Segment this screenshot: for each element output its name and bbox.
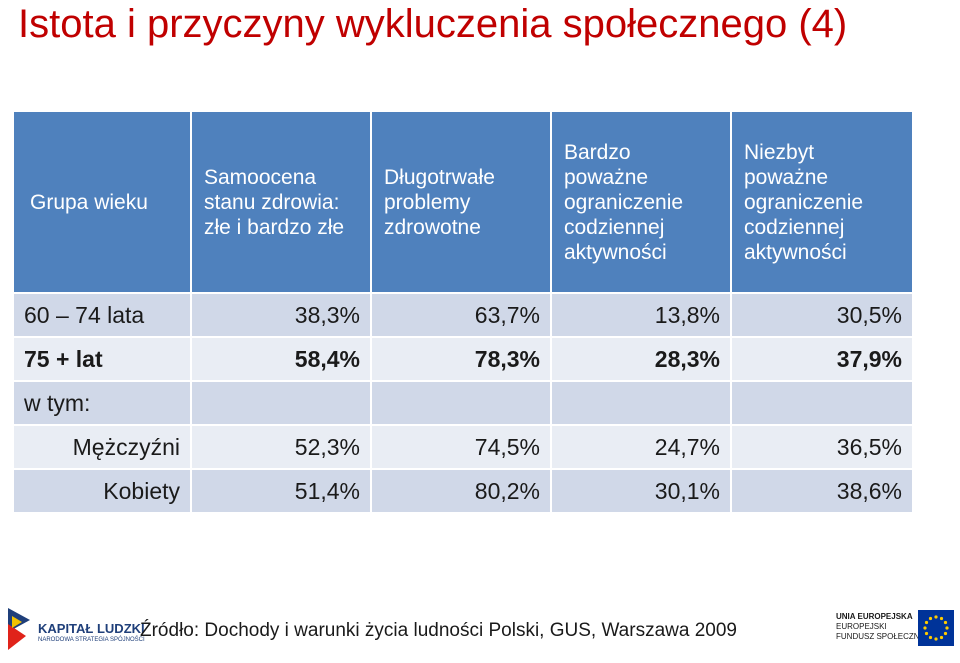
table-header-row: Grupa wieku Samoocena stanu zdrowia: złe…: [14, 112, 912, 292]
row-label: 60 – 74 lata: [14, 294, 190, 336]
table-cell: 80,2%: [372, 470, 550, 512]
table-cell: 78,3%: [372, 338, 550, 380]
eu-line-3: FUNDUSZ SPOŁECZNY: [836, 632, 925, 641]
table-row: 75 + lat 58,4% 78,3% 28,3% 37,9%: [14, 338, 912, 380]
table-cell: 38,6%: [732, 470, 912, 512]
table-cell: 74,5%: [372, 426, 550, 468]
table-row: Kobiety 51,4% 80,2% 30,1% 38,6%: [14, 470, 912, 512]
table-cell: [192, 382, 370, 424]
table-cell: [552, 382, 730, 424]
table-row: w tym:: [14, 382, 912, 424]
row-label: Kobiety: [14, 470, 190, 512]
eu-line-1: UNIA EUROPEJSKA: [836, 612, 913, 621]
eu-logo: UNIA EUROPEJSKA EUROPEJSKI FUNDUSZ SPOŁE…: [832, 606, 956, 652]
page-title: Istota i przyczyny wykluczenia społeczne…: [18, 2, 848, 46]
header-age-group: Grupa wieku: [14, 112, 190, 292]
table-cell: 51,4%: [192, 470, 370, 512]
table-cell: [372, 382, 550, 424]
table-cell: [732, 382, 912, 424]
kapital-ludzki-tagline: NARODOWA STRATEGIA SPÓJNOŚCI: [38, 637, 145, 643]
source-note: Źródło: Dochody i warunki życia ludności…: [140, 620, 737, 641]
kapital-ludzki-name: KAPITAŁ LUDZKI: [38, 621, 145, 636]
table-cell: 28,3%: [552, 338, 730, 380]
eu-line-2: EUROPEJSKI: [836, 622, 887, 631]
row-label: 75 + lat: [14, 338, 190, 380]
header-severe-limitation: Bardzo poważne ograniczenie codziennej a…: [552, 112, 730, 292]
table-cell: 63,7%: [372, 294, 550, 336]
row-label: Mężczyźni: [14, 426, 190, 468]
table-cell: 30,1%: [552, 470, 730, 512]
row-label: w tym:: [14, 382, 190, 424]
kapital-ludzki-logo: KAPITAŁ LUDZKI NARODOWA STRATEGIA SPÓJNO…: [4, 606, 145, 656]
table-cell: 36,5%: [732, 426, 912, 468]
table-cell: 24,7%: [552, 426, 730, 468]
table-cell: 58,4%: [192, 338, 370, 380]
data-table: Grupa wieku Samoocena stanu zdrowia: złe…: [12, 110, 914, 514]
table-row: Mężczyźni 52,3% 74,5% 24,7% 36,5%: [14, 426, 912, 468]
kapital-ludzki-icon: [8, 608, 30, 650]
table-cell: 13,8%: [552, 294, 730, 336]
table-row: 60 – 74 lata 38,3% 63,7% 13,8% 30,5%: [14, 294, 912, 336]
header-self-assessment: Samoocena stanu zdrowia: złe i bardzo zł…: [192, 112, 370, 292]
eu-flag-icon: [918, 610, 954, 646]
header-long-term-problems: Długotrwałe problemy zdrowotne: [372, 112, 550, 292]
table-cell: 30,5%: [732, 294, 912, 336]
table-cell: 38,3%: [192, 294, 370, 336]
header-moderate-limitation: Niezbyt poważne ograniczenie codziennej …: [732, 112, 912, 292]
table-cell: 37,9%: [732, 338, 912, 380]
table-cell: 52,3%: [192, 426, 370, 468]
